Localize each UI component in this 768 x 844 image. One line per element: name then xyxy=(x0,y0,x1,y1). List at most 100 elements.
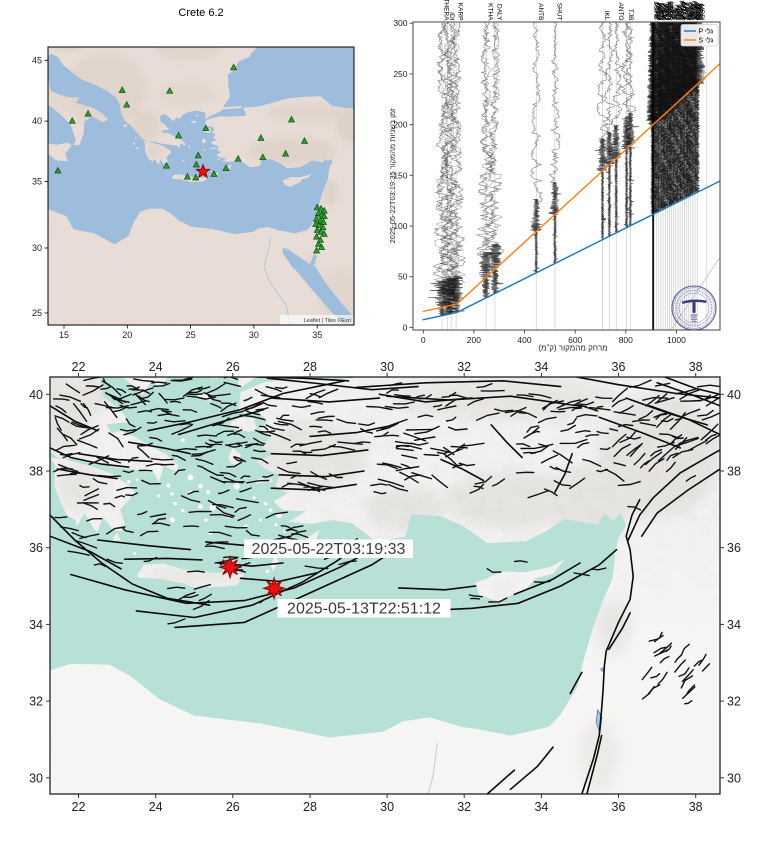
svg-text:30: 30 xyxy=(380,360,394,374)
svg-text:26: 26 xyxy=(226,800,240,814)
svg-text:GLHS: GLHS xyxy=(687,3,694,21)
svg-text:0: 0 xyxy=(403,322,408,332)
svg-text:HRFI: HRFI xyxy=(674,5,681,20)
svg-text:HMDT: HMDT xyxy=(691,2,698,21)
svg-text:36: 36 xyxy=(727,541,741,555)
svg-text:36: 36 xyxy=(29,541,43,555)
svg-text:MSBI: MSBI xyxy=(694,4,701,20)
svg-text:DSI: DSI xyxy=(684,9,691,20)
svg-text:Crete 6.2: Crete 6.2 xyxy=(178,7,223,19)
svg-text:200: 200 xyxy=(467,335,481,345)
svg-text:KSH0: KSH0 xyxy=(658,3,665,20)
svg-text:DALY: DALY xyxy=(496,4,503,21)
svg-text:ANTO: ANTO xyxy=(617,3,624,21)
svg-text:IKL: IKL xyxy=(603,11,610,21)
svg-text:EIL: EIL xyxy=(672,11,679,21)
svg-text:25: 25 xyxy=(186,330,196,340)
svg-text:38: 38 xyxy=(29,465,43,479)
svg-text:GEM: GEM xyxy=(660,5,667,20)
svg-text:36: 36 xyxy=(612,360,626,374)
svg-text:30: 30 xyxy=(380,800,394,814)
svg-text:KRPN: KRPN xyxy=(666,2,673,20)
svg-text:30: 30 xyxy=(249,330,259,340)
svg-text:GEM: GEM xyxy=(662,6,669,21)
svg-text:מרחק מהמקור (ק”מ): מרחק מהמקור (ק”מ) xyxy=(538,344,607,353)
svg-text:KDZV: KDZV xyxy=(682,2,689,20)
svg-text:HDNS: HDNS xyxy=(668,2,675,21)
svg-text:32: 32 xyxy=(727,695,741,709)
svg-text:34: 34 xyxy=(534,360,548,374)
svg-text:26: 26 xyxy=(226,360,240,374)
svg-text:MMLI: MMLI xyxy=(662,3,669,19)
svg-text:YTIR: YTIR xyxy=(676,6,683,21)
svg-text:IDI: IDI xyxy=(448,12,455,21)
svg-text:HRFI: HRFI xyxy=(673,4,680,19)
svg-text:30: 30 xyxy=(727,771,741,785)
svg-text:40: 40 xyxy=(29,388,43,402)
svg-text:KARP: KARP xyxy=(457,3,464,21)
svg-text:AMID: AMID xyxy=(689,4,696,21)
svg-text:32: 32 xyxy=(457,360,471,374)
svg-text:MRNI: MRNI xyxy=(655,4,662,21)
svg-text:100: 100 xyxy=(393,221,407,231)
svg-text:800: 800 xyxy=(619,335,633,345)
svg-text:KTHA: KTHA xyxy=(487,3,494,21)
svg-text:36: 36 xyxy=(612,800,626,814)
svg-text:35: 35 xyxy=(312,330,322,340)
svg-text:RMOT: RMOT xyxy=(679,1,686,20)
svg-text:Leaflet | Tiles ©Esri: Leaflet | Tiles ©Esri xyxy=(304,317,351,324)
svg-text:20: 20 xyxy=(122,330,132,340)
svg-text:2025-05-13T22:51:12: 2025-05-13T22:51:12 xyxy=(287,601,441,618)
svg-text:MRPI: MRPI xyxy=(697,3,704,19)
svg-text:MMLI: MMLI xyxy=(664,4,671,20)
svg-text:200: 200 xyxy=(393,120,407,130)
svg-text:KFSB: KFSB xyxy=(694,4,701,21)
svg-text:KRPN: KRPN xyxy=(665,1,672,19)
svg-text:AMZI: AMZI xyxy=(656,4,663,20)
svg-text:2025-05-22T03:19:33: 2025-05-22T03:19:33 xyxy=(252,541,406,558)
svg-text:38: 38 xyxy=(727,465,741,479)
svg-text:KFSB: KFSB xyxy=(692,3,699,20)
svg-text:45: 45 xyxy=(32,55,42,65)
svg-text:KDZV: KDZV xyxy=(683,3,690,21)
svg-text:150: 150 xyxy=(393,170,407,180)
svg-text:400: 400 xyxy=(517,335,531,345)
svg-text:32: 32 xyxy=(29,695,43,709)
svg-text:MTLA: MTLA xyxy=(680,2,687,20)
svg-text:P גלי: P גלי xyxy=(699,28,714,36)
svg-text:MRNI: MRNI xyxy=(654,3,661,20)
svg-text:600: 600 xyxy=(568,335,582,345)
svg-text:TJB: TJB xyxy=(627,9,634,21)
svg-text:DSI: DSI xyxy=(685,10,692,21)
svg-text:15: 15 xyxy=(59,330,69,340)
svg-text:EIL: EIL xyxy=(671,10,678,20)
svg-text:AMZI: AMZI xyxy=(657,5,664,21)
svg-text:2025-05-22T03:19:35 זמן בשניות: 2025-05-22T03:19:35 זמן בשניות מהמקור xyxy=(388,108,397,244)
svg-text:25: 25 xyxy=(32,308,42,318)
svg-text:34: 34 xyxy=(29,618,43,632)
svg-text:35: 35 xyxy=(32,177,42,187)
svg-text:30: 30 xyxy=(29,771,43,785)
svg-text:50: 50 xyxy=(398,272,408,282)
svg-text:MSBI: MSBI xyxy=(696,5,703,21)
svg-text:0: 0 xyxy=(421,335,426,345)
svg-text:ANTB: ANTB xyxy=(537,3,544,20)
svg-text:24: 24 xyxy=(149,800,163,814)
svg-text:24: 24 xyxy=(149,360,163,374)
svg-text:38: 38 xyxy=(689,800,703,814)
svg-text:22: 22 xyxy=(72,360,86,374)
svg-text:ZRT: ZRT xyxy=(669,7,676,20)
svg-text:MTLA: MTLA xyxy=(681,3,688,21)
svg-text:38: 38 xyxy=(689,360,703,374)
svg-text:1000: 1000 xyxy=(667,335,686,345)
svg-text:DSHE: DSHE xyxy=(653,2,660,21)
svg-text:28: 28 xyxy=(303,800,317,814)
svg-text:30: 30 xyxy=(32,243,42,253)
svg-text:SHUT: SHUT xyxy=(556,3,563,21)
svg-text:34: 34 xyxy=(534,800,548,814)
svg-text:40: 40 xyxy=(32,116,42,126)
svg-text:KSH0: KSH0 xyxy=(659,4,666,21)
svg-text:34: 34 xyxy=(727,618,741,632)
svg-text:ZRT: ZRT xyxy=(670,8,677,21)
svg-text:HDNS: HDNS xyxy=(667,1,674,20)
